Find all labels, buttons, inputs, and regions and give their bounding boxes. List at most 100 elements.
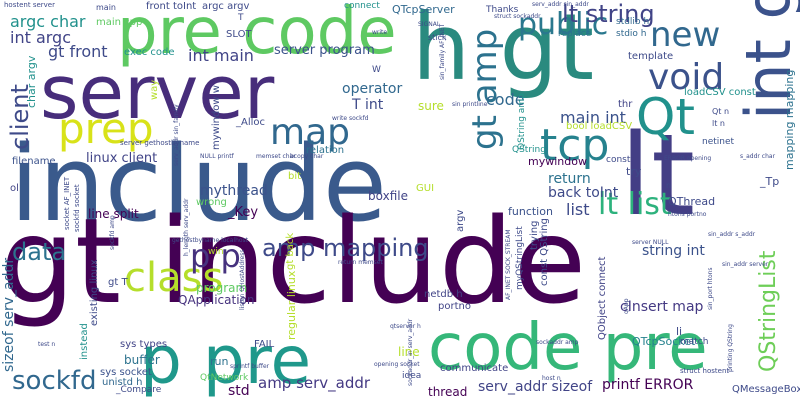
word-QtNetwork: QtNetwork xyxy=(200,373,249,383)
word-QStringList: QStringList xyxy=(756,250,781,372)
word-tcp: tcp xyxy=(540,120,610,171)
word-operator: operator xyxy=(342,81,403,97)
word-p-p: p p xyxy=(190,237,241,275)
word-thread: thread xyxy=(428,385,468,399)
word-gethostbyname-localhost: gethostbyname localhost xyxy=(172,237,249,244)
word-std: std xyxy=(228,383,250,399)
word-return-memset: return memset xyxy=(338,259,383,266)
word-main-int: main int xyxy=(560,108,626,127)
word-list: list xyxy=(566,200,590,219)
word-cInsert-map: cInsert map xyxy=(620,299,704,315)
word-argc-argv: argc argv xyxy=(202,1,250,12)
word-serv-addr-sin-addr: serv_addr sin_addr xyxy=(532,1,589,8)
word-argc-char: argc char xyxy=(10,12,86,31)
word-lt-list: lt list xyxy=(598,187,672,222)
word-li: li xyxy=(676,325,683,338)
word-struct-hostent: struct hostent xyxy=(680,367,730,375)
word-printf-ERROR: printf ERROR xyxy=(602,377,694,393)
word-data: data xyxy=(12,238,67,266)
word-opening-socket: opening socket xyxy=(374,361,420,368)
word-existing-linux: existing linux xyxy=(89,259,100,326)
word-lt: lt xyxy=(620,111,696,241)
word-trying: trying xyxy=(529,220,540,250)
word-instead: instead xyxy=(79,323,90,360)
word-gt-back: gt back xyxy=(285,232,296,270)
word-Compare: _Compare xyxy=(116,385,162,395)
word-AF-INET-SOCK-STREAM: AF_INET SOCK_STREAM xyxy=(505,229,512,300)
word-QTcpServer-small: QTcpServer xyxy=(392,3,455,16)
word-relation: relation xyxy=(306,145,345,156)
word-loadCSV-const: loadCSV const xyxy=(684,87,756,98)
word-new: new xyxy=(650,15,721,55)
word-mythread: mythread xyxy=(200,183,268,199)
word-printing-QString: printing QString xyxy=(727,324,734,372)
word-stick: stick xyxy=(428,33,447,42)
word-gt-front: gt front xyxy=(48,42,108,61)
word-class: class xyxy=(124,255,224,301)
word-SLOT: SLOT xyxy=(226,29,252,40)
word-template: template xyxy=(628,51,674,62)
word-line-split: line split xyxy=(88,207,139,221)
word-struct-sockaddr: struct sockaddr xyxy=(494,13,541,20)
word-QThread: QThread xyxy=(668,195,716,208)
word-lt-n: lt n xyxy=(712,119,725,128)
word-h-gt: h gt xyxy=(412,0,595,101)
word-int-argc: int argc xyxy=(10,28,71,47)
word-T-int: T int xyxy=(352,97,384,113)
word-mywindow-w: mywindow w xyxy=(211,85,222,150)
word-sin-port-htons: sin_port htons xyxy=(707,267,714,310)
word-sockfd-socket: sockfd socket xyxy=(73,184,81,232)
word-map: map xyxy=(270,112,350,153)
word-QString-amp: QString amp xyxy=(517,93,527,150)
word-exec-code: exec code xyxy=(124,47,175,58)
word-sin-printline: sin printline xyxy=(452,101,488,108)
word-front-toInt: front toInt xyxy=(146,1,197,12)
word-buffer: buffer xyxy=(124,353,160,367)
word-prep: prep xyxy=(58,104,154,153)
word-sys-socket: sys socket xyxy=(100,367,152,378)
word-hostent-server: hostent server xyxy=(4,1,55,9)
word-gt-T: gt T xyxy=(108,277,128,288)
word-QObject-connect: QObject connect xyxy=(597,256,608,340)
word-bcopy-char: bcopy char xyxy=(290,153,324,160)
word-test-n: test n xyxy=(38,341,56,348)
word-server-NULL: server NULL xyxy=(632,239,669,246)
word-server-program: server program xyxy=(274,43,375,58)
word-void: void xyxy=(648,57,725,98)
word-T: T xyxy=(238,13,244,23)
word-netinet: netinet xyxy=(702,137,735,147)
word-QString: QString xyxy=(512,145,546,155)
word-QApplication: QApplication xyxy=(178,293,255,307)
word-gt-include: gt include xyxy=(0,192,587,330)
word-const-QString: const QString xyxy=(539,218,550,286)
word-W: W xyxy=(372,65,381,75)
word-netdb-h: netdb h xyxy=(424,289,463,300)
word-way: way xyxy=(149,79,160,100)
word-char-argv: char argv xyxy=(25,55,38,108)
word-try: try xyxy=(626,165,642,178)
word-bit: bit xyxy=(288,171,302,182)
word-server: server xyxy=(40,50,275,136)
word-return: return xyxy=(548,171,591,187)
word-write: write xyxy=(372,29,388,36)
word-mywindow: mywindow xyxy=(528,155,587,168)
word-SIGNAL: SIGNAL xyxy=(418,21,441,28)
word-wrong: wrong xyxy=(196,197,227,208)
word-run: run xyxy=(210,355,229,368)
word-n: n xyxy=(666,181,672,190)
word-portno: portno xyxy=(438,301,471,312)
word-sockfd: sockfd xyxy=(12,366,97,396)
word-GUI: GUI xyxy=(416,183,435,194)
word-main-cpp: main cpp xyxy=(96,17,143,28)
word-bool-loadCSV: bool loadCSV xyxy=(566,121,633,132)
word-Qt-n: Qt n xyxy=(712,107,730,116)
word-htons-portno: htons portno xyxy=(668,211,707,218)
word-s-addr-char: s_addr char xyxy=(740,153,776,160)
word-communicate: communicate xyxy=(440,363,509,374)
word-sockfd-amp: sockfd amp xyxy=(109,215,116,250)
word-qApp: qApp xyxy=(623,298,630,314)
word-boxfile: boxfile xyxy=(368,189,408,203)
word-sin-addr-s-addr: sin_addr s_addr xyxy=(708,231,756,238)
word-write-sockfd: write sockfd xyxy=(332,115,369,122)
